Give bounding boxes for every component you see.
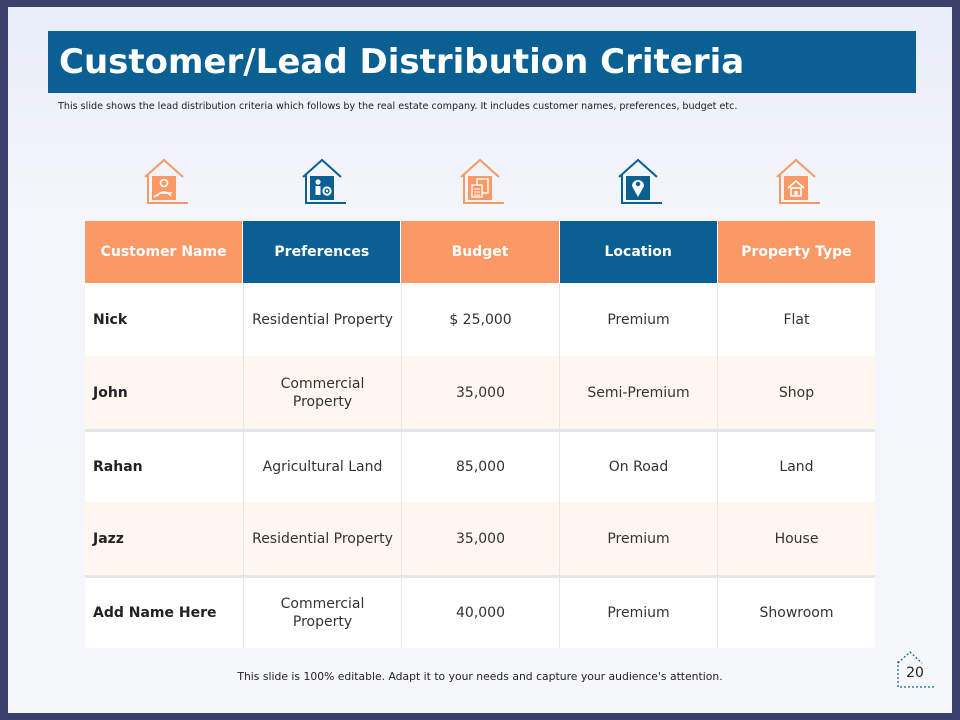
cell-preferences: Commercial Property [243,578,401,648]
cell-budget: $ 25,000 [401,283,559,356]
cell-customer-name: Rahan [93,459,143,475]
header-budget: Budget [400,221,559,283]
table-row: John Commercial Property 35,000 Semi-Pre… [85,356,875,429]
cell-preferences: Commercial Property [243,356,401,429]
cell-customer-name: Nick [93,311,128,328]
cell-preferences: Agricultural Land [243,432,401,502]
house-location-icon [616,157,664,207]
house-person-icon [142,157,190,207]
cell-property-type: Shop [717,356,875,429]
page-number-badge: 20 [896,649,934,689]
house-home-icon [774,157,822,207]
cell-property-type: Flat [717,283,875,356]
cell-budget: 35,000 [401,356,559,429]
cell-property-type: Land [717,432,875,502]
lead-distribution-table: Customer Name Preferences Budget Locatio… [85,221,876,648]
table-row: Jazz Residential Property 35,000 Premium… [85,502,875,575]
header-location: Location [558,221,717,283]
house-calculator-icon [458,157,506,207]
table-header: Customer Name Preferences Budget Locatio… [85,221,876,283]
cell-customer-name: Jazz [93,530,124,547]
page-title: Customer/Lead Distribution Criteria [59,42,745,82]
cell-location: Premium [559,578,717,648]
cell-location: On Road [559,432,717,502]
cell-budget: 85,000 [401,432,559,502]
table-row: Add Name Here Commercial Property 40,000… [85,575,875,648]
house-settings-icon [300,157,348,207]
icon-row [8,157,952,209]
slide: Customer/Lead Distribution Criteria This… [8,7,952,713]
header-property-type: Property Type [716,221,876,283]
cell-property-type: Showroom [717,578,875,648]
cell-customer-name: Add Name Here [93,605,217,621]
cell-preferences: Residential Property [243,283,401,356]
cell-budget: 35,000 [401,502,559,575]
table-row: Nick Residential Property $ 25,000 Premi… [85,283,875,356]
page-number: 20 [906,665,924,681]
cell-preferences: Residential Property [243,502,401,575]
table-row: Rahan Agricultural Land 85,000 On Road L… [85,429,875,502]
header-customer-name: Customer Name [85,221,243,283]
footer-note: This slide is 100% editable. Adapt it to… [237,670,723,683]
subtitle: This slide shows the lead distribution c… [58,101,738,112]
page-house-outline-icon [897,651,934,688]
title-bar: Customer/Lead Distribution Criteria [48,31,916,93]
cell-location: Premium [559,283,717,356]
cell-location: Semi-Premium [559,356,717,429]
cell-customer-name: John [93,384,128,401]
cell-property-type: House [717,502,875,575]
header-preferences: Preferences [242,221,401,283]
cell-budget: 40,000 [401,578,559,648]
cell-location: Premium [559,502,717,575]
